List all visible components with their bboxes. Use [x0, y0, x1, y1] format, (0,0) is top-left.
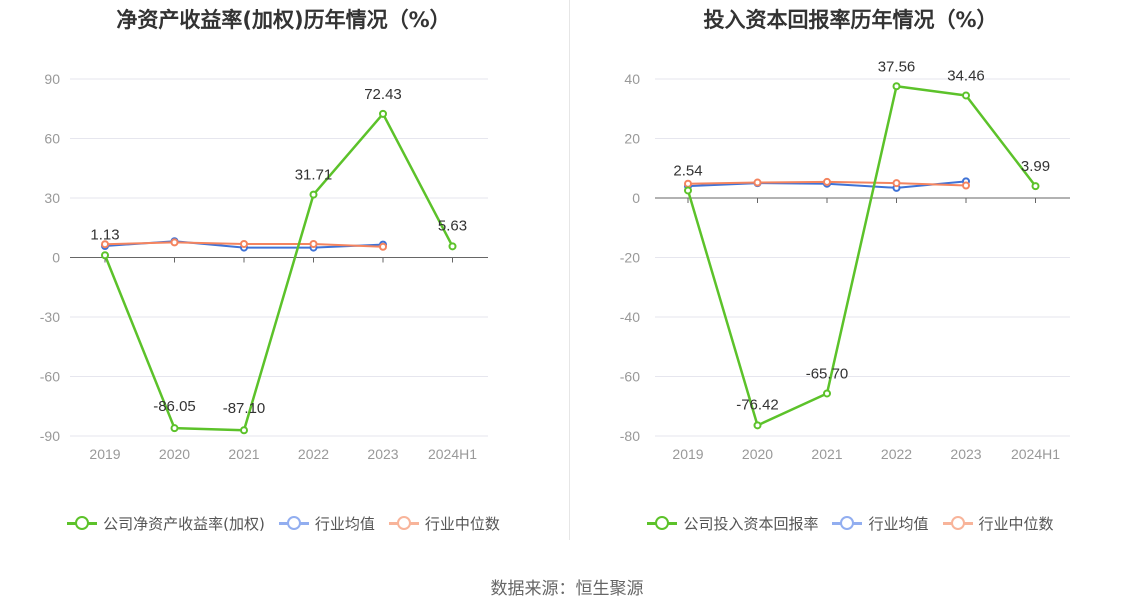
data-label: 3.99	[1021, 158, 1050, 175]
y-tick-label: 60	[44, 131, 60, 147]
x-tick-label: 2024H1	[1011, 446, 1060, 462]
y-tick-label: 90	[44, 71, 60, 87]
data-point	[240, 426, 248, 435]
data-point	[823, 389, 831, 398]
data-label: -86.05	[153, 398, 196, 415]
data-label: 1.13	[90, 226, 119, 243]
data-label: 31.71	[295, 167, 333, 184]
data-label: 72.43	[364, 86, 402, 103]
x-tick-label: 2022	[881, 446, 912, 462]
series-line	[686, 85, 1037, 427]
y-tick-label: -20	[620, 250, 640, 266]
data-point	[684, 179, 692, 188]
data-label: 2.54	[673, 162, 702, 179]
y-tick-label: -30	[40, 309, 60, 325]
data-point	[684, 186, 692, 195]
legend-line-marker-icon	[647, 514, 678, 532]
data-label: -65.70	[806, 365, 849, 382]
data-source-note: 数据来源：恒生聚源	[490, 579, 644, 599]
data-point	[962, 91, 970, 100]
data-point	[379, 242, 387, 251]
data-point	[170, 424, 179, 433]
chart-legend: 公司投入资本回报率 行业均值 行业中位数	[567, 511, 1134, 535]
y-tick-label: 0	[52, 250, 60, 266]
legend-line-marker-icon	[832, 514, 863, 532]
legend-line-marker-icon	[278, 514, 309, 532]
data-label: 37.56	[878, 58, 916, 75]
data-point	[309, 240, 318, 249]
data-point	[753, 178, 762, 187]
roe-chart-panel: 净资产收益率(加权)历年情况（%） 90 60 30 0 -30 -60 -90 2019 20…	[0, 0, 567, 560]
legend-line-marker-icon	[388, 514, 419, 532]
series-line	[103, 112, 454, 432]
x-tick-label: 2021	[228, 446, 259, 462]
y-tick-label: 0	[632, 190, 640, 206]
chart-title: 投入资本回报率历年情况（%）	[703, 8, 998, 32]
legend-label: 公司投入资本回报率	[683, 514, 819, 533]
legend-label: 行业均值	[314, 514, 375, 533]
legend-line-marker-icon	[67, 514, 98, 532]
y-tick-label: -90	[40, 428, 60, 444]
roic-chart-panel: 投入资本回报率历年情况（%） 40 20 0 -20 -40 -60 -80 2019 2020…	[567, 0, 1134, 560]
x-tick-label: 2024H1	[428, 446, 477, 462]
data-point	[101, 251, 109, 260]
x-tick-label: 2022	[298, 446, 329, 462]
data-label: 34.46	[947, 67, 985, 84]
x-tick-label: 2020	[742, 446, 773, 462]
roic-chart-svg: 40 20 0 -20 -40 -60 -80 2019 2020 2021 2022 2023 202…	[620, 58, 1070, 462]
y-tick-label: -60	[620, 369, 640, 385]
data-point	[753, 421, 762, 430]
x-tick-label: 2020	[159, 446, 190, 462]
chart-title: 净资产收益率(加权)历年情况（%）	[116, 8, 451, 32]
panel-divider	[569, 0, 570, 540]
data-label: -76.42	[736, 396, 779, 413]
legend-line-marker-icon	[942, 514, 973, 532]
legend-item[interactable]: 公司净资产收益率(加权)	[67, 513, 265, 534]
x-tick-label: 2019	[672, 446, 703, 462]
legend-item[interactable]: 行业均值	[832, 513, 929, 534]
data-point	[1031, 182, 1040, 191]
data-point	[892, 82, 901, 91]
data-point	[309, 190, 318, 199]
legend-item[interactable]: 公司投入资本回报率	[647, 513, 818, 534]
roe-chart-svg: 90 60 30 0 -30 -60 -90 2019 2020 2021 2022 2023 2024…	[40, 71, 488, 462]
legend-label: 行业均值	[868, 514, 929, 533]
legend-label: 行业中位数	[424, 514, 500, 533]
data-point	[240, 240, 248, 249]
y-tick-label: 20	[624, 131, 640, 147]
data-point	[379, 109, 387, 118]
x-tick-label: 2021	[811, 446, 842, 462]
x-tick-label: 2023	[950, 446, 981, 462]
legend-label: 公司净资产收益率(加权)	[103, 514, 265, 533]
y-tick-label: -80	[620, 428, 640, 444]
data-label: 5.63	[438, 217, 467, 234]
chart-legend: 公司净资产收益率(加权) 行业均值 行业中位数	[0, 511, 567, 535]
data-point	[101, 240, 109, 249]
legend-label: 行业中位数	[978, 514, 1054, 533]
y-tick-label: 30	[44, 190, 60, 206]
data-point	[823, 177, 831, 186]
x-tick-label: 2019	[89, 446, 120, 462]
data-point	[962, 181, 970, 190]
data-label: -87.10	[223, 400, 266, 417]
y-tick-label: -60	[40, 369, 60, 385]
legend-item[interactable]: 行业均值	[278, 513, 375, 534]
y-tick-label: -40	[620, 309, 640, 325]
y-tick-label: 40	[624, 71, 640, 87]
legend-item[interactable]: 行业中位数	[942, 513, 1054, 534]
x-tick-label: 2023	[367, 446, 398, 462]
data-point	[892, 179, 901, 188]
data-point	[448, 242, 457, 251]
legend-item[interactable]: 行业中位数	[388, 513, 500, 534]
data-point	[170, 238, 179, 247]
